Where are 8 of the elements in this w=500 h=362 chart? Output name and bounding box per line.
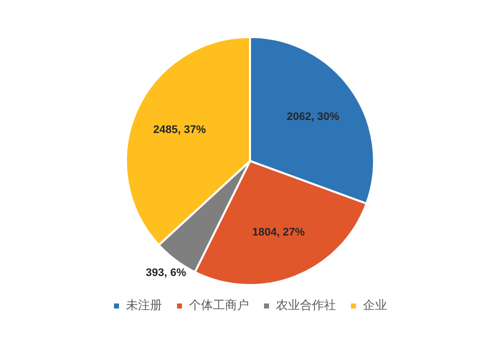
- data-label: 393, 6%: [146, 267, 186, 280]
- data-label: 2062, 30%: [286, 110, 340, 123]
- data-label: 1804, 27%: [252, 226, 306, 238]
- legend-label: 个体工商户: [189, 298, 249, 312]
- data-label: 2485, 37%: [153, 124, 206, 136]
- legend-label: 未注册: [126, 298, 162, 312]
- legend-label: 农业合作社: [276, 298, 336, 312]
- legend-label: 企业: [363, 298, 387, 312]
